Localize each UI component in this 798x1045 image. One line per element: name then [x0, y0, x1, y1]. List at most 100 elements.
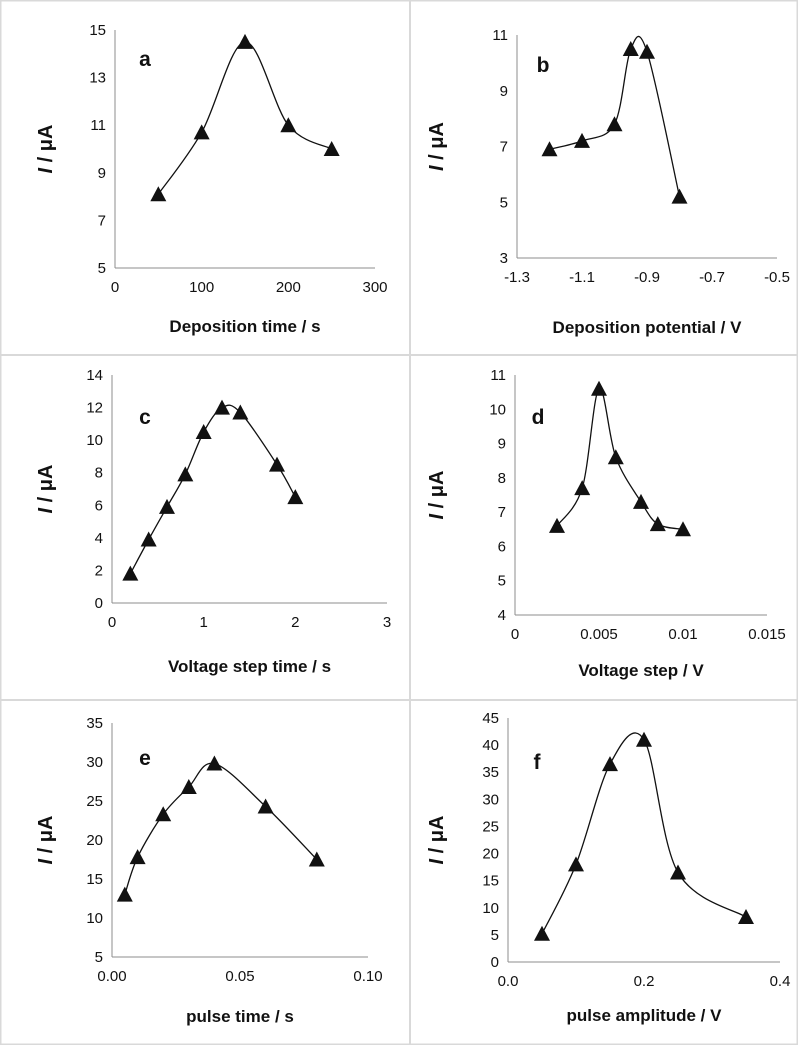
- x-axis-label: pulse amplitude / V: [567, 1006, 723, 1025]
- chart-panel-e: 5 10 15 20 25 30 35 0.00 0.05 0.10 pulse time / s I…: [35, 715, 383, 1026]
- data-point-marker: [541, 141, 558, 157]
- x-tick-label: -0.5: [764, 269, 790, 286]
- y-axis-label: I / μA: [35, 816, 57, 865]
- x-tick-label: 0.015: [748, 626, 786, 643]
- data-point-marker: [622, 40, 639, 56]
- y-tick-label: 8: [95, 465, 103, 482]
- chart-panel-a: 5 7 9 11 13 15 0 100 200 300 Deposition time / s I …: [35, 22, 388, 336]
- series-line: [541, 732, 747, 935]
- data-point-marker: [574, 480, 591, 496]
- y-tick-label: 9: [98, 165, 106, 182]
- y-tick-label: 20: [482, 846, 499, 863]
- chart-panel-f: 0 5 10 15 20 25 30 35 40 45 0.0 0.2 0.4 pulse amplitu…: [426, 710, 790, 1025]
- y-tick-label: 40: [482, 737, 499, 754]
- x-tick-label: 100: [189, 279, 214, 296]
- y-tick-label: 5: [500, 194, 508, 211]
- x-tick-label: 0.10: [353, 968, 382, 985]
- x-axis-label: Voltage step / V: [578, 661, 704, 680]
- y-tick-label: 5: [491, 927, 499, 944]
- y-tick-label: 25: [482, 818, 499, 835]
- y-tick-label: 8: [498, 470, 506, 487]
- y-axis-label-symbol: I: [35, 167, 57, 173]
- data-point-marker: [287, 489, 304, 505]
- y-tick-label: 11: [490, 367, 506, 384]
- y-tick-label: 5: [498, 573, 506, 590]
- x-tick-label: 0.2: [634, 973, 655, 990]
- x-axis-label: pulse time / s: [186, 1007, 294, 1026]
- y-tick-label: 35: [482, 764, 499, 781]
- data-point-marker: [180, 778, 197, 794]
- y-axis-label-symbol: I: [35, 858, 57, 864]
- x-tick-label: -1.3: [504, 269, 530, 286]
- data-point-marker: [602, 756, 618, 772]
- panel-label: c: [139, 406, 151, 429]
- data-point-marker: [150, 186, 167, 202]
- data-point-marker: [636, 731, 652, 747]
- data-point-marker: [140, 531, 157, 547]
- chart-panel-b: 3 5 7 9 11 -1.3 -1.1 -0.9 -0.7 -0.5 Deposition pot…: [426, 27, 790, 337]
- data-point-marker: [129, 849, 146, 865]
- y-axis-label-symbol: I: [426, 858, 448, 864]
- y-tick-label: 15: [482, 873, 499, 890]
- y-tick-label: 4: [95, 530, 103, 547]
- y-axis-label-unit: / μA: [426, 816, 448, 859]
- data-point-marker: [323, 141, 340, 156]
- y-axis-label: I / μA: [426, 471, 448, 520]
- x-tick-label: 0.005: [580, 626, 618, 643]
- y-tick-label: 20: [86, 832, 103, 849]
- y-tick-label: 0: [491, 954, 499, 971]
- x-tick-label: -1.1: [569, 269, 595, 286]
- y-tick-label: 5: [95, 949, 103, 966]
- y-axis-label: I / μA: [426, 816, 448, 865]
- panel-label: a: [139, 48, 151, 71]
- y-tick-label: 3: [500, 250, 508, 267]
- data-point-marker: [214, 399, 230, 415]
- chart-panel-d: 4 5 6 7 8 9 10 11 0 0.005 0.01 0.015 Voltage step / …: [426, 367, 786, 680]
- x-tick-label: 0: [511, 626, 519, 643]
- y-tick-label: 11: [90, 117, 106, 134]
- data-point-marker: [269, 456, 285, 472]
- y-axis-label-unit: / μA: [426, 471, 448, 514]
- x-tick-label: 1: [199, 614, 207, 631]
- data-point-marker: [574, 132, 590, 148]
- x-tick-label: 2: [291, 614, 299, 631]
- panel-label: f: [534, 751, 542, 774]
- y-tick-label: 10: [86, 432, 103, 449]
- y-tick-label: 10: [482, 900, 499, 917]
- x-axis-label: Voltage step time / s: [168, 657, 331, 676]
- y-tick-label: 2: [95, 562, 103, 579]
- y-axis-label: I / μA: [426, 122, 448, 171]
- y-axis-label-unit: / μA: [35, 125, 57, 168]
- data-point-marker: [155, 806, 172, 822]
- y-tick-label: 25: [86, 793, 103, 810]
- series-line: [124, 762, 318, 895]
- data-point-marker: [534, 925, 550, 941]
- y-axis-label-symbol: I: [35, 507, 57, 513]
- y-axis-label-unit: / μA: [35, 465, 57, 508]
- data-point-marker: [591, 380, 607, 396]
- data-point-marker: [257, 798, 274, 814]
- x-tick-label: -0.7: [699, 269, 725, 286]
- y-axis-label-unit: / μA: [426, 122, 448, 165]
- y-tick-label: 6: [95, 497, 103, 514]
- data-point-marker: [232, 404, 249, 420]
- y-tick-label: 30: [86, 754, 103, 771]
- y-tick-label: 5: [98, 260, 106, 277]
- x-tick-label: 3: [383, 614, 391, 631]
- x-tick-label: 0.00: [97, 968, 126, 985]
- y-tick-label: 7: [98, 212, 106, 229]
- data-point-marker: [237, 33, 253, 49]
- data-point-marker: [639, 43, 655, 59]
- x-tick-label: 0.0: [498, 973, 519, 990]
- data-point-marker: [549, 517, 565, 533]
- data-point-marker: [671, 188, 688, 204]
- y-axis-label-symbol: I: [426, 513, 448, 519]
- data-point-marker: [195, 424, 212, 439]
- data-point-marker: [206, 755, 223, 771]
- x-tick-label: 0.05: [225, 968, 254, 985]
- y-tick-label: 11: [492, 27, 508, 44]
- x-tick-label: 200: [276, 279, 301, 296]
- data-point-marker: [116, 886, 133, 902]
- y-tick-label: 15: [86, 871, 103, 888]
